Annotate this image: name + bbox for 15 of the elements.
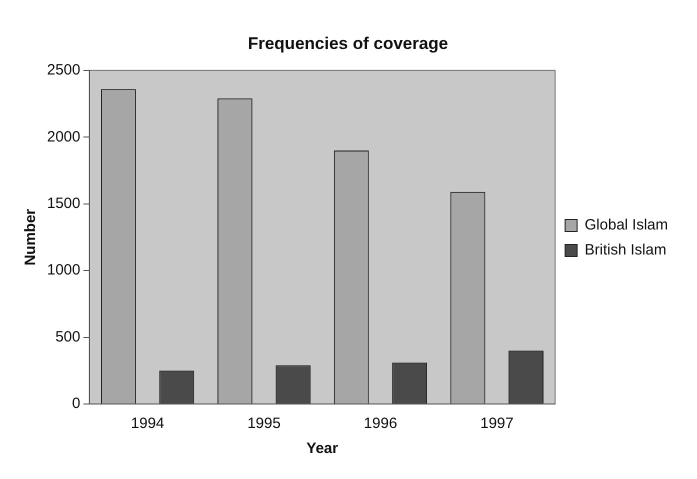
y-tick-label: 2500 [46, 62, 80, 79]
x-tick-label: 1996 [364, 415, 398, 432]
y-tick-label: 2000 [46, 128, 80, 146]
y-tick-label: 1500 [46, 194, 80, 212]
x-tick-label: 1994 [130, 415, 164, 432]
y-tick-label: 1000 [46, 262, 80, 279]
x-tick-label: 1997 [480, 415, 514, 432]
y-tick-label: 500 [55, 328, 80, 346]
x-axis-title: Year [306, 440, 338, 458]
y-axis-title: Number [22, 208, 40, 266]
legend-label: Global Islam [584, 216, 668, 234]
y-tick-label: 0 [72, 395, 80, 412]
legend-label: British Islam [584, 242, 666, 259]
chart-title: Frequencies of coverage [248, 34, 448, 53]
x-tick-label: 1995 [247, 415, 281, 432]
